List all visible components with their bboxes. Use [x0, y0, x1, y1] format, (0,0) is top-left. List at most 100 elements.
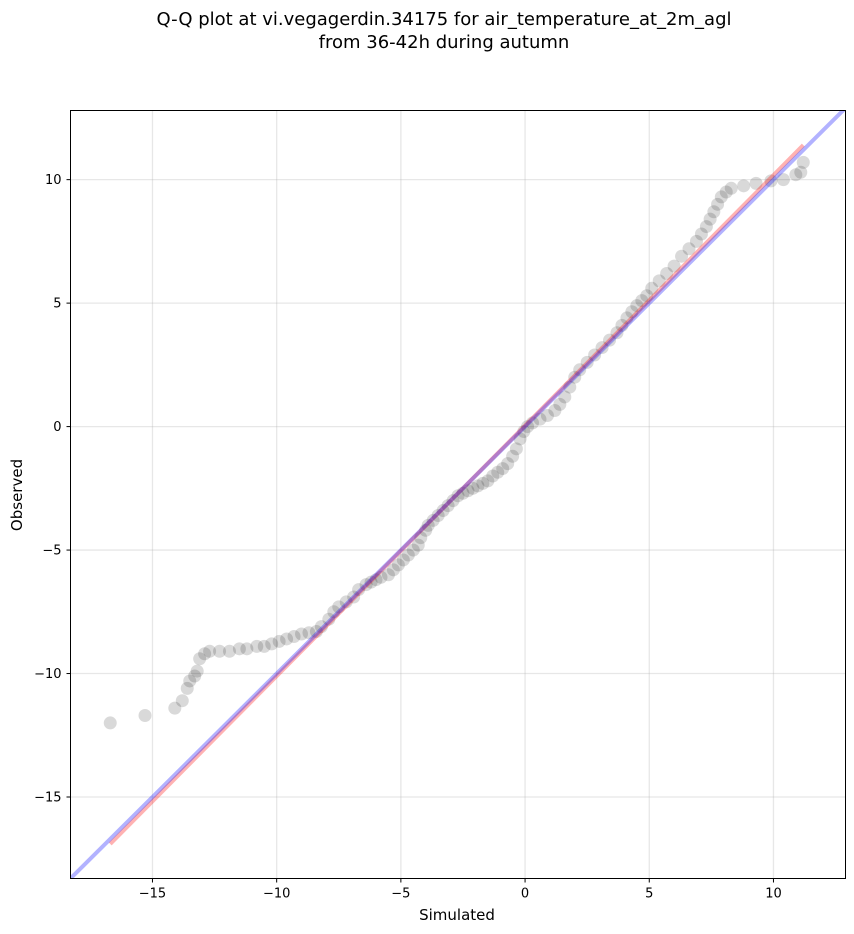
qq-point [652, 274, 666, 288]
qq-point [588, 348, 602, 362]
qq-point [426, 513, 440, 527]
qq-point [168, 701, 182, 715]
qq-point [406, 543, 420, 557]
qq-point [381, 568, 395, 582]
qq-point [526, 416, 540, 430]
qq-point [620, 311, 634, 325]
y-tick-label: 10 [45, 173, 62, 188]
x-tick-label: 0 [521, 887, 529, 902]
qq-point [719, 185, 733, 199]
qq-point [280, 632, 294, 646]
qq-point [419, 523, 433, 537]
qq-point [302, 626, 316, 640]
qq-point [794, 165, 808, 179]
y-tick-label: 0 [53, 420, 61, 435]
axis-ticks: −15 −10 −5 0 5 10 −15 −10 −5 0 5 10 [34, 173, 782, 901]
x-axis-label: Simulated [419, 906, 495, 924]
y-axis-label: Observed [8, 459, 26, 531]
x-tick-label: −5 [391, 887, 410, 902]
qq-point [580, 355, 594, 369]
qq-point [309, 625, 323, 639]
qq-point [466, 481, 480, 495]
identity-line [70, 110, 846, 879]
qq-point [491, 465, 505, 479]
qq-point [203, 644, 217, 658]
qq-point [553, 397, 567, 411]
qq-point [446, 494, 460, 508]
qq-point [603, 333, 617, 347]
qq-point [501, 457, 515, 471]
qq-point [322, 612, 336, 626]
qq-point [714, 190, 728, 204]
qq-point [682, 242, 696, 256]
qq-point [359, 578, 373, 592]
qq-point [513, 432, 527, 446]
qq-point [188, 669, 202, 683]
qq-point [461, 484, 475, 498]
qq-point [347, 590, 361, 604]
qq-point [265, 637, 279, 651]
qq-point [138, 709, 152, 723]
fit-line [108, 143, 805, 846]
qq-point [486, 469, 500, 483]
qq-point [667, 259, 681, 273]
qq-point [796, 155, 810, 169]
qq-point [764, 174, 778, 188]
qq-point [707, 205, 721, 219]
qq-point [364, 575, 378, 589]
qq-point [776, 173, 790, 187]
qq-point [506, 449, 520, 463]
qq-point [175, 694, 189, 708]
qq-point [411, 538, 425, 552]
qq-point [610, 326, 624, 340]
qq-point [232, 642, 246, 656]
plot-series [70, 110, 846, 879]
qq-point [240, 642, 254, 656]
qq-point [699, 220, 713, 234]
qq-point [352, 583, 366, 597]
qq-point [625, 305, 639, 319]
qq-point [703, 212, 717, 226]
qq-point [533, 412, 547, 426]
x-tick-label: −15 [139, 887, 166, 902]
qq-point [295, 627, 309, 641]
qq-point [689, 234, 703, 248]
qq-point [471, 479, 485, 493]
chart-title-line-1: Q-Q plot at vi.vegagerdin.34175 for air_… [157, 9, 732, 30]
qq-point [250, 639, 264, 653]
qq-point [630, 299, 644, 313]
qq-point [180, 681, 194, 695]
qq-point [314, 620, 328, 634]
qq-point [645, 281, 659, 295]
qq-point [421, 518, 435, 532]
qq-point [431, 508, 445, 522]
qq-point [540, 408, 554, 422]
qq-point [476, 476, 490, 490]
qq-point [694, 227, 708, 241]
qq-point [193, 652, 207, 666]
qq-point [595, 341, 609, 355]
x-tick-label: 10 [765, 887, 782, 902]
qq-point [327, 605, 341, 619]
qq-point [414, 531, 428, 545]
qq-point [103, 716, 117, 730]
chart-title-line-2: from 36-42h during autumn [319, 32, 570, 53]
qq-point [558, 390, 572, 404]
qq-point [386, 563, 400, 577]
y-tick-label: −5 [42, 544, 61, 559]
qq-point [635, 294, 649, 308]
x-tick-label: −10 [263, 887, 290, 902]
qq-point [481, 474, 495, 488]
qq-point [441, 499, 455, 513]
qq-point [257, 639, 271, 653]
qq-point [660, 266, 674, 280]
qq-point [190, 664, 204, 678]
qq-point [401, 548, 415, 562]
x-tick-label: 5 [645, 887, 653, 902]
y-tick-label: 5 [53, 297, 61, 312]
qq-point [198, 647, 212, 661]
y-tick-label: −15 [34, 791, 61, 806]
qq-point [222, 644, 236, 658]
qq-point [675, 249, 689, 263]
